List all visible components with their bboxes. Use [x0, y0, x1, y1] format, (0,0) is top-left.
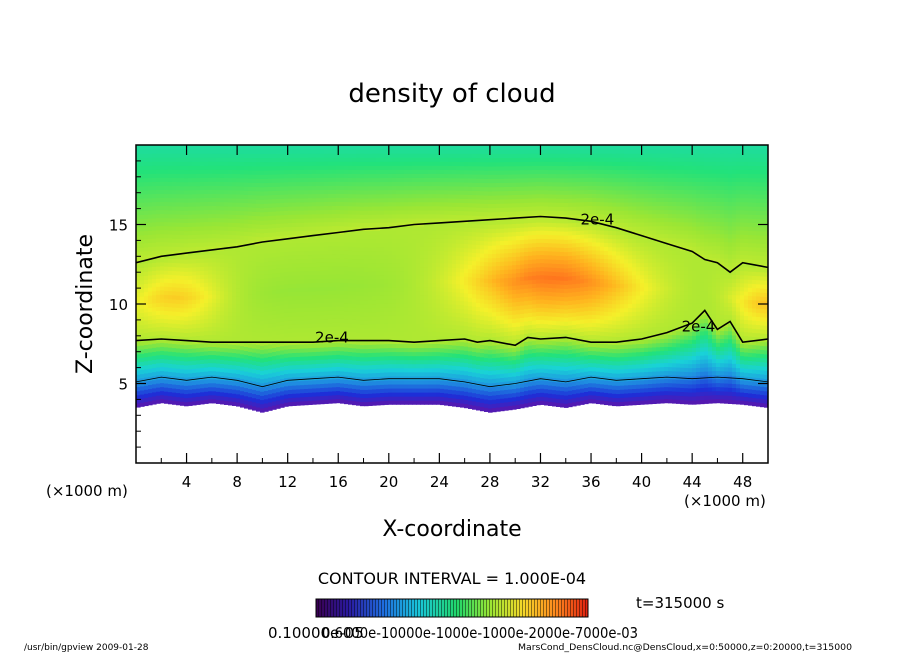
contour-lower-2e-4: [136, 309, 768, 347]
contour-label-upper: 2e-4: [580, 211, 614, 229]
x-tick-label: 36: [581, 473, 600, 491]
x-unit-label-right: (×1000 m): [684, 492, 766, 510]
contour-interval-label: CONTOUR INTERVAL = 1.000E-04: [318, 569, 586, 588]
x-tick-label: 16: [329, 473, 348, 491]
footer-left: /usr/bin/gpview 2009-01-28: [24, 643, 149, 653]
x-axis-title: X-coordinate: [382, 517, 521, 542]
colorbar-labels-start: 0.10000e-05: [268, 624, 364, 642]
contour-label-left: 2e-4: [315, 328, 349, 346]
contour-upper-2e-4: [136, 215, 768, 274]
y-tick-label: 10: [109, 296, 128, 314]
colorbar: [315, 598, 589, 618]
contour-labels: 2e-4 2e-4 2e-4: [315, 211, 715, 347]
footer-right: MarsCond_DensCloud.nc@DensCloud,x=0:5000…: [518, 643, 852, 653]
colorbar-labels-overlap: 0.6000e-10000e-1000e-1000e-2000e-7000e-0…: [322, 624, 638, 642]
x-tick-label: 4: [182, 473, 192, 491]
x-tick-label: 48: [733, 473, 752, 491]
x-tick-label: 32: [531, 473, 550, 491]
x-unit-label-left: (×1000 m): [46, 482, 128, 500]
density-field: [136, 145, 768, 413]
x-tick-label: 20: [379, 473, 398, 491]
x-tick-label: 44: [683, 473, 702, 491]
x-tick-label: 12: [278, 473, 297, 491]
x-tick-label: 8: [232, 473, 242, 491]
x-tick-label: 40: [632, 473, 651, 491]
y-axis-title: Z-coordinate: [73, 234, 98, 374]
y-tick-label: 15: [109, 217, 128, 235]
time-label: t=315000 s: [636, 594, 724, 612]
contour-lower-1e-4: [136, 376, 768, 388]
chart-title: density of cloud: [348, 79, 555, 109]
y-tick-label: 5: [118, 376, 128, 394]
contour-lines: [136, 215, 768, 388]
contour-label-right: 2e-4: [682, 317, 716, 335]
x-tick-label: 28: [480, 473, 499, 491]
plot-area: [136, 145, 768, 413]
x-tick-label: 24: [430, 473, 449, 491]
